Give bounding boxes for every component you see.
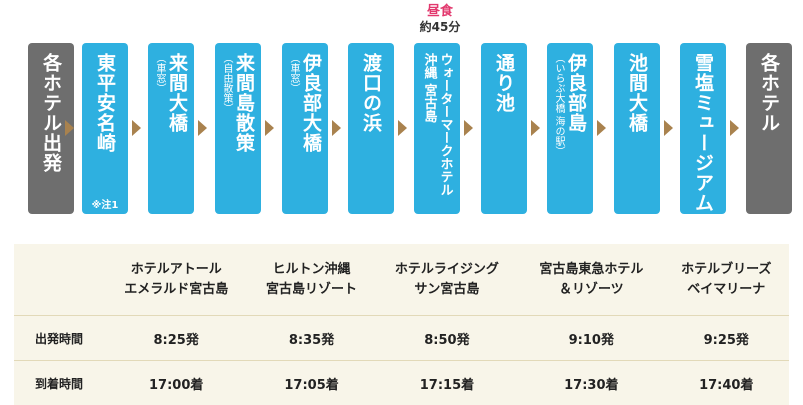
stop-sublabel: （自由散策） [221,53,232,113]
hotel-name-line2: エメラルド宮古島 [124,282,228,297]
route-stop-kurima-island-walk: 来間島散策 （自由散策） [215,43,261,214]
route-arrow-icon [398,120,407,136]
route-arrow-icon [597,120,606,136]
stop-label: 来間島散策 [233,53,255,153]
route-stop-yukishio-museum: 雪塩ミュージアム [680,43,726,214]
departure-row: 出発時間 8:25発 8:35発 8:50発 9:10発 9:25発 [14,316,789,361]
time-cell: 9:25発 [664,316,789,361]
hotel-name-line2: ベイマリーナ [687,282,765,297]
time-cell: 17:40着 [664,361,789,405]
stop-sublabel: （いらぶ大橋 海の駅） [553,53,564,156]
route-stop-hotel-return: 各ホテル [746,43,792,214]
corner-cell [14,244,104,316]
route-arrow-icon [664,120,673,136]
tour-route: 昼食 約45分 各ホテル出発 東平安名崎 ※注1 来間大橋 （車窓） 来間島散策… [0,0,803,225]
route-stop-watermark-hotel: ウォーターマークホテル 沖縄 宮古島 [414,43,460,214]
route-stop-higashi-hennazaki: 東平安名崎 ※注1 [82,43,128,214]
time-cell: 17:05着 [248,361,374,405]
row-label: 到着時間 [14,361,104,405]
time-cell: 17:15着 [375,361,519,405]
hotel-name-line1: ヒルトン沖縄 [273,262,351,277]
row-label: 出発時間 [14,316,104,361]
stop-sublabel: （車窓） [288,53,299,93]
route-arrow-icon [265,120,274,136]
route-arrow-icon [65,120,74,136]
route-arrow-icon [531,120,540,136]
route-stop-toori-ike: 通り池 [481,43,527,214]
route-arrow-icon [132,120,141,136]
hotel-name-line1: ホテルライジング [395,262,499,277]
stop-sublabel: （車窓） [154,53,165,93]
hotel-header: ホテルアトールエメラルド宮古島 [104,244,248,316]
route-stop-toguchi-beach: 渡口の浜 [348,43,394,214]
stop-label: 渡口の浜 [360,53,382,133]
stop-label: 雪塩ミュージアム [692,53,714,213]
route-arrow-icon [730,120,739,136]
route-stop-kurima-bridge: 来間大橋 （車窓） [148,43,194,214]
hotel-header: ホテルライジングサン宮古島 [375,244,519,316]
hotel-header: ホテルブリーズベイマリーナ [664,244,789,316]
hotel-name-line2: 宮古島リゾート [266,282,357,297]
time-cell: 9:10発 [519,316,663,361]
hotel-header: 宮古島東急ホテル ＆リゾーツ [519,244,663,316]
hotel-name-line1: 宮古島東急ホテル [539,262,643,277]
stop-label: ウォーターマークホテル [438,53,453,196]
stop-label: 各ホテル [758,53,780,133]
route-arrow-icon [198,120,207,136]
hotel-header: ヒルトン沖縄宮古島リゾート [248,244,374,316]
hotel-name-line1: ホテルアトール [131,262,222,277]
stop-label-line2: 沖縄 宮古島 [422,53,437,123]
lunch-label: 昼食 約45分 [405,4,475,35]
time-cell: 8:50発 [375,316,519,361]
time-cell: 8:35発 [248,316,374,361]
timetable: ホテルアトールエメラルド宮古島 ヒルトン沖縄宮古島リゾート ホテルライジングサン… [14,244,789,405]
timetable-header-row: ホテルアトールエメラルド宮古島 ヒルトン沖縄宮古島リゾート ホテルライジングサン… [14,244,789,316]
arrival-row: 到着時間 17:00着 17:05着 17:15着 17:30着 17:40着 [14,361,789,405]
stop-label: 池間大橋 [626,53,648,133]
route-arrow-icon [332,120,341,136]
time-cell: 17:30着 [519,361,663,405]
route-arrow-icon [464,120,473,136]
route-stop-irabu-bridge: 伊良部大橋 （車窓） [282,43,328,214]
route-stop-irabu-island: 伊良部島 （いらぶ大橋 海の駅） [547,43,593,214]
stop-label: 来間大橋 [166,53,188,133]
stop-label: 通り池 [493,53,515,113]
hotel-name-line1: ホテルブリーズ [681,262,771,277]
lunch-title: 昼食 [405,4,475,20]
stop-label: 伊良部島 [565,53,587,133]
stop-label: 東平安名崎 [94,53,116,153]
hotel-name-line2: サン宮古島 [414,282,479,297]
hotel-name-line2: ＆リゾーツ [559,282,624,297]
stop-note: ※注1 [82,196,128,211]
route-stop-ikema-bridge: 池間大橋 [614,43,660,214]
stop-label: 伊良部大橋 [300,53,322,153]
stop-label: 各ホテル出発 [40,53,62,173]
time-cell: 17:00着 [104,361,248,405]
time-cell: 8:25発 [104,316,248,361]
lunch-duration: 約45分 [405,20,475,35]
